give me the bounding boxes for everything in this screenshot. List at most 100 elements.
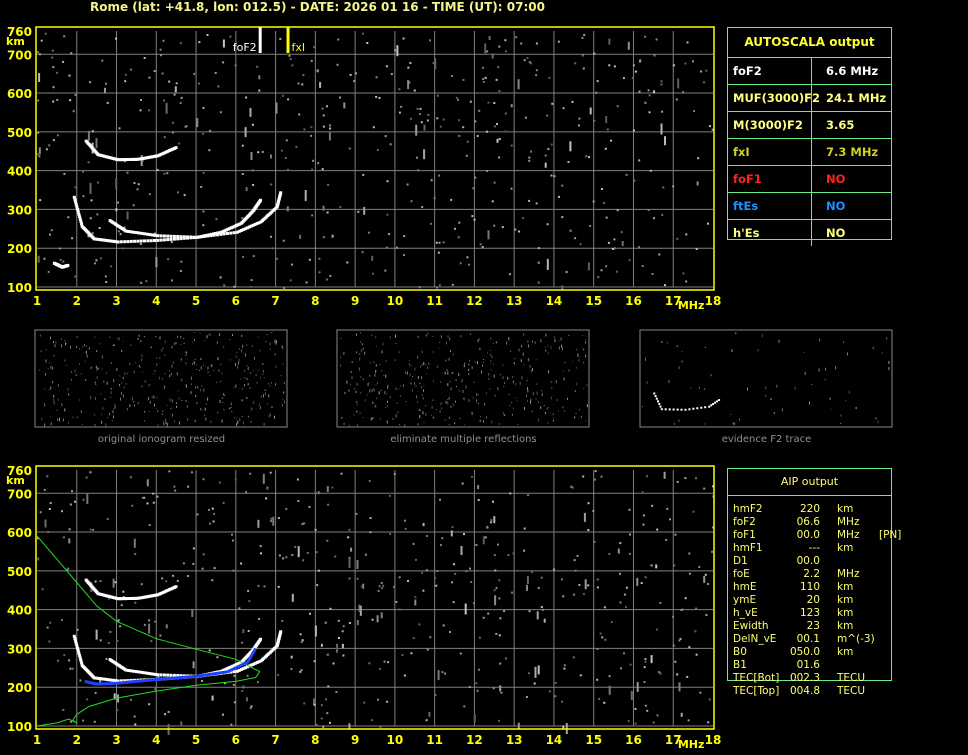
noise-dot [94, 396, 96, 400]
echo-trace-point [140, 231, 144, 235]
echo-trace-point [249, 224, 253, 228]
noise-dot [376, 397, 378, 399]
noise-dot [327, 685, 330, 688]
noise-dot [498, 423, 500, 425]
noise-dot [196, 118, 199, 128]
noise-dot [535, 359, 537, 361]
y-tick-label: 300 [7, 642, 32, 656]
noise-dot [326, 105, 328, 108]
noise-dot [371, 417, 373, 420]
echo-trace-point [126, 679, 130, 683]
noise-dot [573, 559, 576, 562]
noise-dot [433, 197, 436, 200]
noise-dot [206, 34, 209, 36]
noise-dot [112, 578, 115, 588]
noise-dot [61, 344, 62, 348]
noise-dot [462, 389, 464, 393]
echo-trace-point [80, 222, 84, 226]
noise-dot [412, 542, 415, 545]
noise-dot [250, 420, 252, 423]
noise-dot [534, 341, 536, 344]
noise-dot [306, 551, 309, 554]
echo-trace-point [132, 230, 136, 234]
autoscala-value: NO [826, 172, 846, 186]
noise-dot [94, 381, 96, 383]
echo-trace-point [221, 669, 225, 672]
noise-dot [246, 365, 248, 366]
noise-dot [511, 591, 514, 594]
noise-dot [447, 371, 449, 375]
aip-cell: km [837, 607, 854, 619]
echo-trace-point [100, 677, 104, 681]
noise-dot [324, 621, 327, 624]
noise-dot [375, 336, 377, 339]
noise-dot [517, 423, 519, 425]
echo-trace-point [149, 594, 153, 598]
echo-trace-point [166, 149, 170, 153]
echo-trace-point [106, 678, 110, 682]
echo-trace-point [153, 239, 156, 242]
noise-dot [448, 397, 450, 400]
x-tick-label: 7 [271, 733, 279, 747]
echo-trace-point [232, 670, 236, 674]
noise-dot [419, 410, 421, 411]
noise-dot [187, 575, 190, 577]
noise-dot [326, 712, 329, 715]
noise-dot [480, 416, 482, 418]
noise-dot [250, 279, 253, 282]
noise-dot [440, 544, 442, 547]
echo-trace-point [229, 665, 233, 669]
noise-dot [395, 601, 398, 603]
noise-dot [554, 336, 556, 339]
noise-dot [546, 223, 549, 226]
noise-dot [222, 61, 225, 64]
noise-dot [62, 536, 65, 539]
noise-dot [274, 353, 276, 356]
noise-dot [423, 385, 425, 386]
echo-trace-point [145, 232, 149, 236]
echo-trace-point [159, 238, 163, 242]
noise-dot [296, 478, 299, 481]
echo-trace-point [192, 235, 196, 239]
noise-dot [263, 377, 265, 379]
noise-dot [401, 653, 404, 656]
noise-dot [545, 334, 547, 337]
noise-dot [191, 341, 193, 343]
noise-dot [321, 168, 324, 171]
noise-dot [773, 412, 775, 415]
noise-dot [503, 385, 505, 387]
noise-dot [78, 348, 80, 350]
noise-dot [405, 371, 407, 374]
noise-dot [221, 372, 223, 375]
noise-dot [62, 260, 65, 263]
noise-dot [407, 80, 410, 90]
noise-dot [410, 652, 413, 655]
noise-dot [72, 416, 74, 419]
noise-dot [482, 536, 485, 545]
noise-dot [70, 345, 71, 349]
noise-dot [512, 376, 514, 378]
autoscala-value: NO [826, 226, 846, 240]
noise-dot [490, 369, 492, 371]
noise-dot [441, 671, 444, 674]
noise-dot [417, 423, 419, 426]
noise-dot [159, 336, 161, 340]
echo-trace-point [708, 405, 711, 408]
noise-dot [85, 345, 87, 347]
noise-dot [71, 237, 74, 240]
noise-dot [558, 340, 560, 342]
echo-trace-point [161, 591, 165, 595]
noise-dot [419, 107, 422, 110]
noise-dot [482, 78, 485, 81]
autoscala-label: ftEs [728, 193, 812, 219]
noise-dot [235, 384, 237, 388]
noise-dot [166, 172, 169, 175]
noise-dot [311, 168, 313, 171]
noise-dot [223, 409, 225, 411]
noise-dot [193, 339, 195, 341]
noise-dot [224, 395, 225, 396]
noise-dot [241, 144, 244, 147]
noise-dot [458, 373, 460, 376]
noise-dot [198, 41, 201, 44]
echo-trace-point [135, 670, 139, 674]
